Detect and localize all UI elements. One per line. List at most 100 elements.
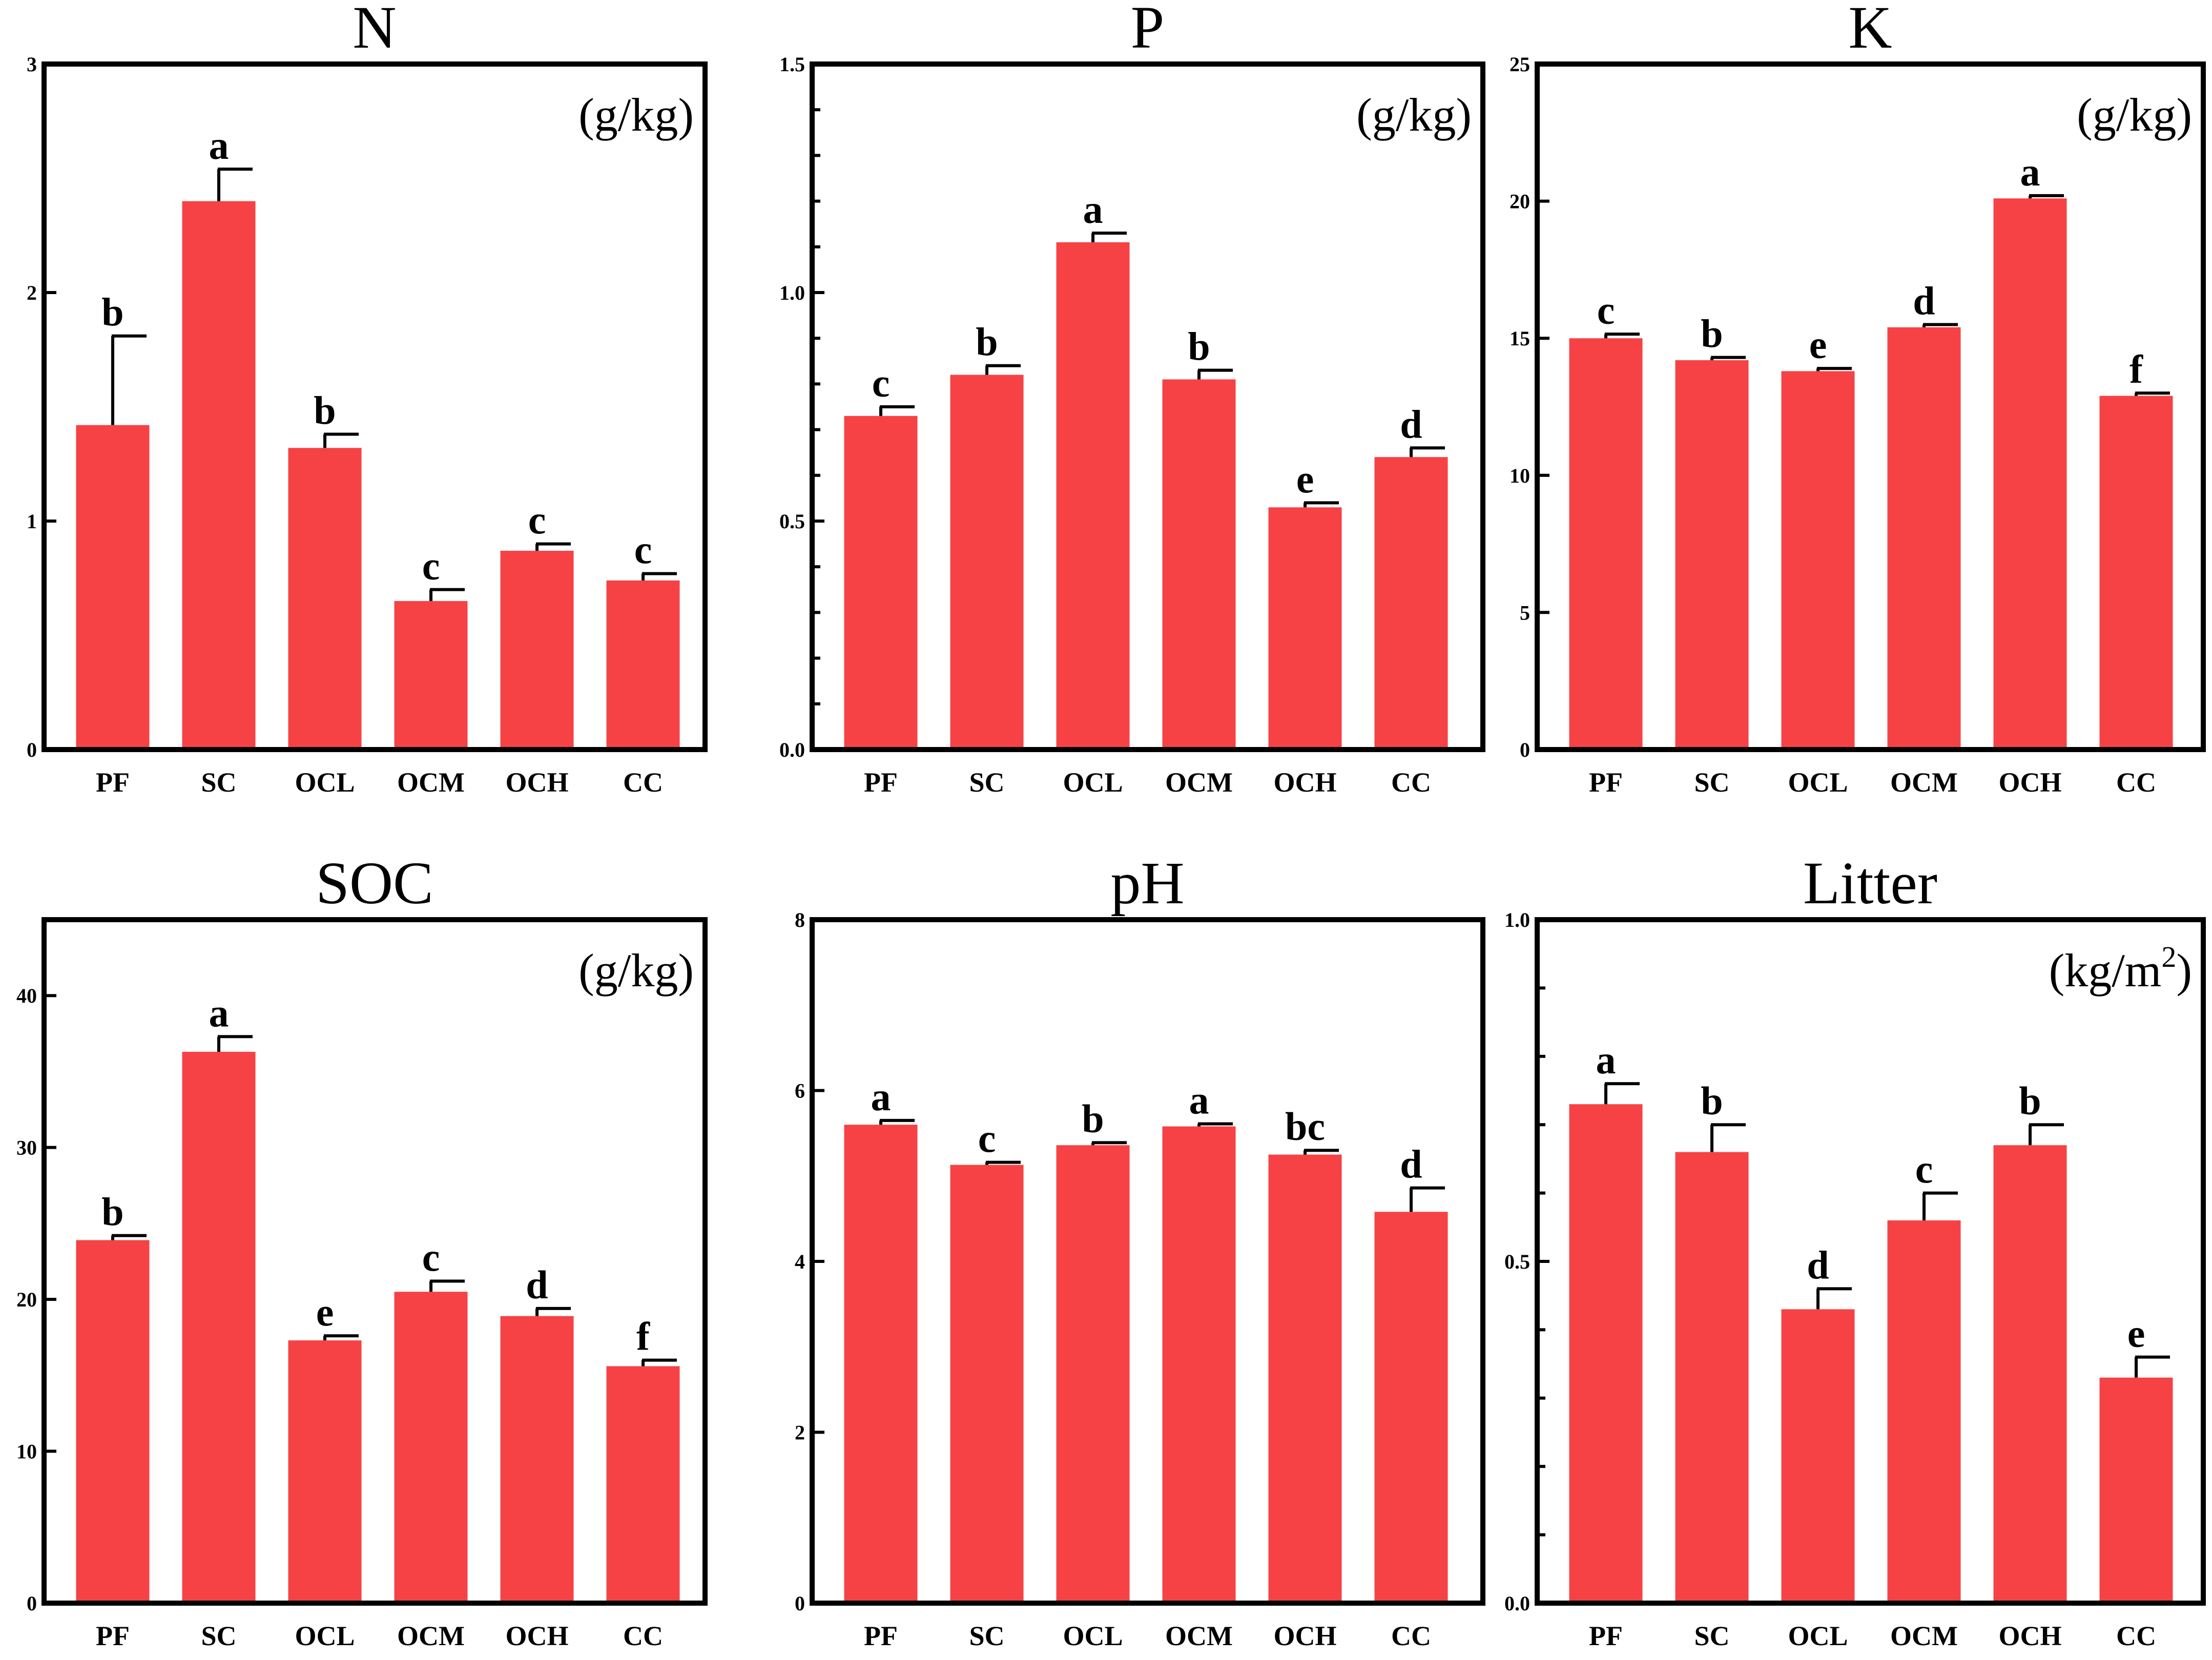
x-tick-label: OCM (1165, 767, 1233, 798)
significance-letter: e (1809, 322, 1827, 367)
significance-letter: b (2019, 1078, 2041, 1123)
x-tick-label: CC (623, 1621, 663, 1651)
bar-pf (76, 425, 150, 750)
significance-letter: b (1082, 1096, 1104, 1141)
bar-och (1993, 198, 2067, 750)
unit-base: (g/kg) (2077, 89, 2192, 141)
y-tick-label: 15 (1510, 327, 1530, 350)
significance-letter: a (1189, 1078, 1209, 1123)
y-tick-label: 10 (16, 1440, 37, 1463)
panel-litter: Litter (kg/m2) a PF b SC d OCL c OCM b OCH e CC 0.0 0.5… (1504, 849, 2206, 1651)
unit-label: (kg/m2) (2049, 940, 2192, 997)
bar-ocl (1781, 1309, 1855, 1603)
significance-letter: c (634, 528, 652, 572)
y-tick-label: 1 (27, 510, 37, 533)
bar-ocl (288, 1340, 362, 1603)
bar-cc (2099, 396, 2173, 750)
x-tick-label: OCH (1273, 1621, 1336, 1651)
bar-cc (1374, 457, 1448, 750)
plot-frame (42, 917, 708, 1606)
x-tick-label: OCM (1890, 767, 1958, 798)
x-tick-label: OCH (1998, 767, 2061, 798)
y-tick-label: 1.0 (1504, 908, 1530, 931)
y-tick-label: 0.0 (779, 738, 805, 761)
panel-title: K (1848, 0, 1892, 61)
bar-pf (76, 1240, 150, 1603)
bar-ocl (1056, 1145, 1130, 1603)
significance-letter: b (101, 1190, 123, 1234)
y-tick-label: 0 (27, 738, 37, 761)
panel-title: SOC (316, 849, 433, 917)
x-tick-label: PF (864, 1621, 898, 1651)
significance-letter: a (871, 1074, 891, 1119)
x-tick-label: PF (1589, 767, 1623, 798)
panel-n: N (g/kg) b PF a SC b OCL c OCM c OCH c CC 0 1 2 3 (27, 0, 708, 798)
x-tick-label: PF (96, 1621, 130, 1651)
x-tick-label: OCL (295, 767, 355, 798)
y-tick-label: 25 (1510, 53, 1530, 76)
y-tick-label: 5 (1520, 601, 1530, 624)
y-tick-label: 1.0 (779, 281, 805, 304)
bar-ocm (394, 1292, 468, 1603)
bar-sc (182, 201, 256, 750)
bar-pf (844, 1125, 918, 1603)
unit-base: (g/kg) (1356, 89, 1472, 141)
significance-letter: b (1701, 312, 1723, 356)
plot-frame (810, 61, 1485, 752)
significance-letter: c (978, 1116, 996, 1161)
x-tick-label: OCL (1788, 767, 1848, 798)
x-tick-label: OCL (1788, 1621, 1848, 1651)
x-tick-label: OCH (1998, 1621, 2061, 1651)
significance-letter: f (636, 1314, 650, 1359)
x-tick-label: SC (201, 767, 236, 798)
y-tick-label: 0.5 (1504, 1250, 1530, 1273)
significance-letter: d (1807, 1242, 1829, 1287)
bar-pf (844, 416, 918, 750)
significance-letter: d (1400, 402, 1422, 446)
bar-cc (1374, 1212, 1448, 1603)
significance-letter: e (2127, 1311, 2145, 1356)
significance-letter: d (1913, 278, 1935, 323)
bar-ocm (394, 601, 468, 750)
bar-och (1993, 1145, 2067, 1603)
x-tick-label: OCM (397, 767, 465, 798)
bar-sc (1675, 360, 1749, 750)
unit-close: ) (2176, 944, 2192, 997)
plot-frame (810, 917, 1485, 1606)
x-tick-label: CC (1391, 1621, 1431, 1651)
unit-base: (g/kg) (578, 89, 694, 141)
x-tick-label: SC (1694, 767, 1729, 798)
x-tick-label: SC (969, 767, 1004, 798)
x-tick-label: OCM (1165, 1621, 1233, 1651)
significance-letter: c (422, 544, 440, 588)
bar-sc (950, 1165, 1024, 1603)
x-tick-label: CC (623, 767, 663, 798)
significance-letter: a (209, 990, 229, 1035)
bar-ocl (1781, 371, 1855, 750)
unit-base: (kg/m (2049, 944, 2162, 997)
y-tick-label: 0.5 (779, 510, 805, 533)
y-tick-label: 20 (1510, 190, 1530, 213)
y-tick-label: 4 (795, 1250, 805, 1273)
x-tick-label: OCL (1063, 1621, 1123, 1651)
y-tick-label: 6 (795, 1080, 805, 1103)
x-tick-label: SC (969, 1621, 1004, 1651)
x-tick-label: OCH (1273, 767, 1336, 798)
significance-letter: c (1597, 288, 1615, 333)
y-tick-label: 30 (16, 1136, 37, 1159)
x-tick-label: CC (2116, 1621, 2156, 1651)
x-tick-label: SC (201, 1621, 236, 1651)
bar-ocm (1887, 327, 1961, 750)
x-tick-label: OCH (505, 1621, 568, 1651)
bar-ocl (1056, 242, 1130, 750)
significance-letter: b (976, 320, 998, 364)
bar-pf (1569, 338, 1643, 750)
x-tick-label: SC (1694, 1621, 1729, 1651)
unit-label: (g/kg) (578, 89, 694, 141)
x-tick-label: PF (864, 767, 898, 798)
significance-letter: d (526, 1262, 548, 1307)
bar-ocl (288, 448, 362, 750)
panel-title: Litter (1803, 849, 1937, 917)
bar-ocm (1887, 1220, 1961, 1603)
significance-letter: c (872, 361, 890, 405)
